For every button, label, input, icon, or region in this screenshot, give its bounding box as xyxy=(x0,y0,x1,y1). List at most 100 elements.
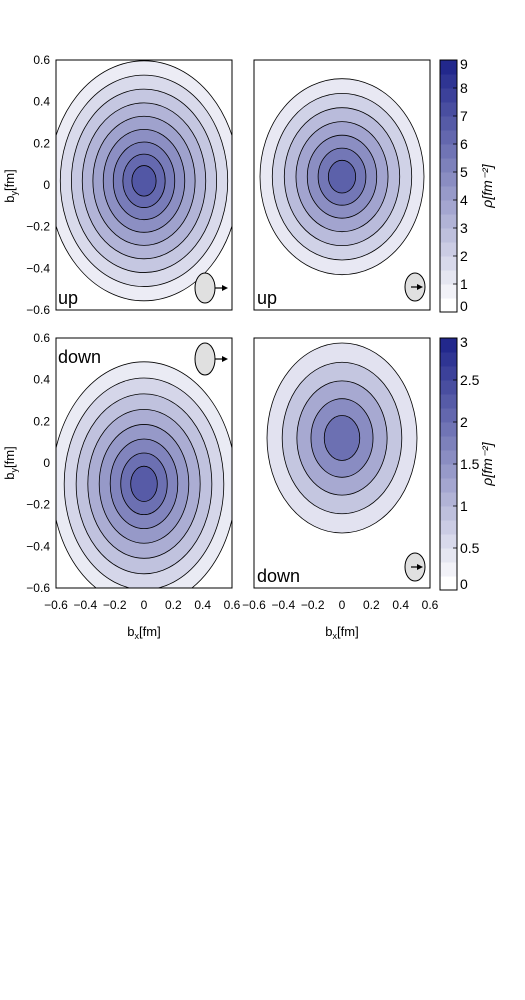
colorbar-swatch xyxy=(440,242,457,257)
colorbar-tick-label: 0 xyxy=(460,298,468,314)
y-tick-label: −0.6 xyxy=(26,581,50,595)
panel-down-right: down xyxy=(253,337,431,589)
colorbar-swatch xyxy=(440,492,457,507)
contour-level xyxy=(323,415,361,461)
spin-arrow-up-right xyxy=(404,272,426,302)
colorbar-tick-label: 2 xyxy=(460,248,468,264)
colorbar-swatch xyxy=(440,450,457,465)
y-tick-label: −0.6 xyxy=(26,303,50,317)
colorbar-swatch xyxy=(440,88,457,103)
colorbar-swatch xyxy=(440,116,457,131)
colorbar-top: 0 1 2 3 4 5 6 7 8 9 ρ[fm⁻²] xyxy=(439,56,495,314)
y-axis-label-top: by[fm] xyxy=(2,169,19,202)
colorbar-swatch xyxy=(440,408,457,423)
spin-arrow-up-left xyxy=(194,272,228,304)
x-tick-label: 0.2 xyxy=(363,598,380,612)
y-tick-label: 0.2 xyxy=(33,414,50,428)
contours-down-left xyxy=(56,361,232,588)
colorbar-tick-label: 3 xyxy=(460,220,468,236)
panel-label-down-right: down xyxy=(257,566,300,586)
colorbar-bottom-unit: ρ[fm⁻²] xyxy=(479,441,495,487)
x-tick-labels: −0.6 −0.4 −0.2 0 0.2 0.4 0.6 −0.6 −0.4 −0.2 0 0.2 0.… xyxy=(44,598,439,612)
y-tick-label: 0.6 xyxy=(33,331,50,345)
colorbar-swatch xyxy=(440,380,457,395)
colorbar-top-unit: ρ[fm⁻²] xyxy=(479,163,495,209)
colorbar-swatch xyxy=(440,562,457,577)
x-tick-label: 0.6 xyxy=(224,598,241,612)
colorbar-tick-label: 6 xyxy=(460,136,468,152)
colorbar-swatch xyxy=(440,436,457,451)
contours-up-left xyxy=(56,60,232,302)
colorbar-swatch xyxy=(440,548,457,563)
colorbar-swatch xyxy=(440,464,457,479)
colorbar-swatch xyxy=(440,172,457,187)
colorbar-tick-label: 3 xyxy=(460,334,468,350)
x-tick-label: −0.4 xyxy=(73,598,97,612)
colorbar-tick-label: 7 xyxy=(460,108,468,124)
colorbar-swatch xyxy=(440,102,457,117)
colorbar-tick-label: 0.5 xyxy=(460,540,480,556)
y-tick-label: 0.2 xyxy=(33,136,50,150)
y-tick-label: −0.4 xyxy=(26,539,50,553)
colorbar-swatch xyxy=(440,60,457,75)
colorbar-swatch xyxy=(440,422,457,437)
x-tick-label: 0.6 xyxy=(422,598,439,612)
colorbar-swatch xyxy=(440,284,457,299)
colorbar-tick-label: 1 xyxy=(460,276,468,292)
y-tick-label: 0.4 xyxy=(33,373,50,387)
colorbar-swatch xyxy=(440,186,457,201)
contours-down-right xyxy=(266,342,418,534)
colorbar-swatch xyxy=(440,298,457,313)
colorbar-swatch xyxy=(440,256,457,271)
x-tick-label: 0 xyxy=(339,598,346,612)
contour-level xyxy=(130,465,158,502)
x-tick-label: −0.4 xyxy=(271,598,295,612)
svg-text:by[fm]: by[fm] xyxy=(2,446,19,479)
x-tick-label: −0.2 xyxy=(103,598,127,612)
colorbar-tick-label: 0 xyxy=(460,576,468,592)
x-axis-label-left: bx[fm] xyxy=(127,624,160,641)
colorbar-swatch xyxy=(440,576,457,591)
panel-label-down-left: down xyxy=(58,347,101,367)
y-tick-labels: 0.6 0.4 0.2 0 −0.2 −0.4 −0.6 0.6 0.4 0.2 0 −0.2 −0.4… xyxy=(26,53,50,595)
y-tick-label: 0.4 xyxy=(33,95,50,109)
panel-up-right: up xyxy=(253,59,431,311)
panel-label-up-left: up xyxy=(58,288,78,308)
colorbar-tick-label: 1.5 xyxy=(460,456,480,472)
y-tick-label: 0 xyxy=(43,456,50,470)
colorbar-tick-label: 9 xyxy=(460,56,468,72)
colorbar-swatch xyxy=(440,352,457,367)
y-tick-label: −0.2 xyxy=(26,220,50,234)
colorbar-swatch xyxy=(440,506,457,521)
y-tick-label: −0.4 xyxy=(26,261,50,275)
x-tick-label: 0.4 xyxy=(194,598,211,612)
contour-level xyxy=(327,159,357,194)
spin-arrow-down-right xyxy=(404,552,426,582)
colorbar-tick-label: 2 xyxy=(460,414,468,430)
colorbar-tick-label: 1 xyxy=(460,498,468,514)
x-axis-label-right: bx[fm] xyxy=(325,624,358,641)
colorbar-tick-label: 8 xyxy=(460,80,468,96)
colorbar-tick-label: 5 xyxy=(460,164,468,180)
colorbar-swatch xyxy=(440,214,457,229)
svg-text:bx[fm]: bx[fm] xyxy=(127,624,160,641)
y-tick-label: −0.2 xyxy=(26,498,50,512)
x-tick-label: 0.2 xyxy=(165,598,182,612)
colorbar-bottom: 0 0.5 1 1.5 2 2.5 3 ρ[fm⁻²] xyxy=(439,334,495,592)
colorbar-swatch xyxy=(440,228,457,243)
colorbar-swatch xyxy=(440,478,457,493)
colorbar-swatch xyxy=(440,366,457,381)
colorbar-swatch xyxy=(440,200,457,215)
colorbar-swatch xyxy=(440,520,457,535)
x-tick-label: −0.2 xyxy=(301,598,325,612)
colorbar-tick-label: 2.5 xyxy=(460,372,480,388)
x-tick-label: 0.4 xyxy=(392,598,409,612)
colorbar-swatch xyxy=(440,144,457,159)
y-tick-label: 0.6 xyxy=(33,53,50,67)
colorbar-swatch xyxy=(440,158,457,173)
colorbar-swatch xyxy=(440,270,457,285)
x-tick-label: −0.6 xyxy=(242,598,266,612)
y-tick-label: 0 xyxy=(43,178,50,192)
colorbar-swatch xyxy=(440,74,457,89)
